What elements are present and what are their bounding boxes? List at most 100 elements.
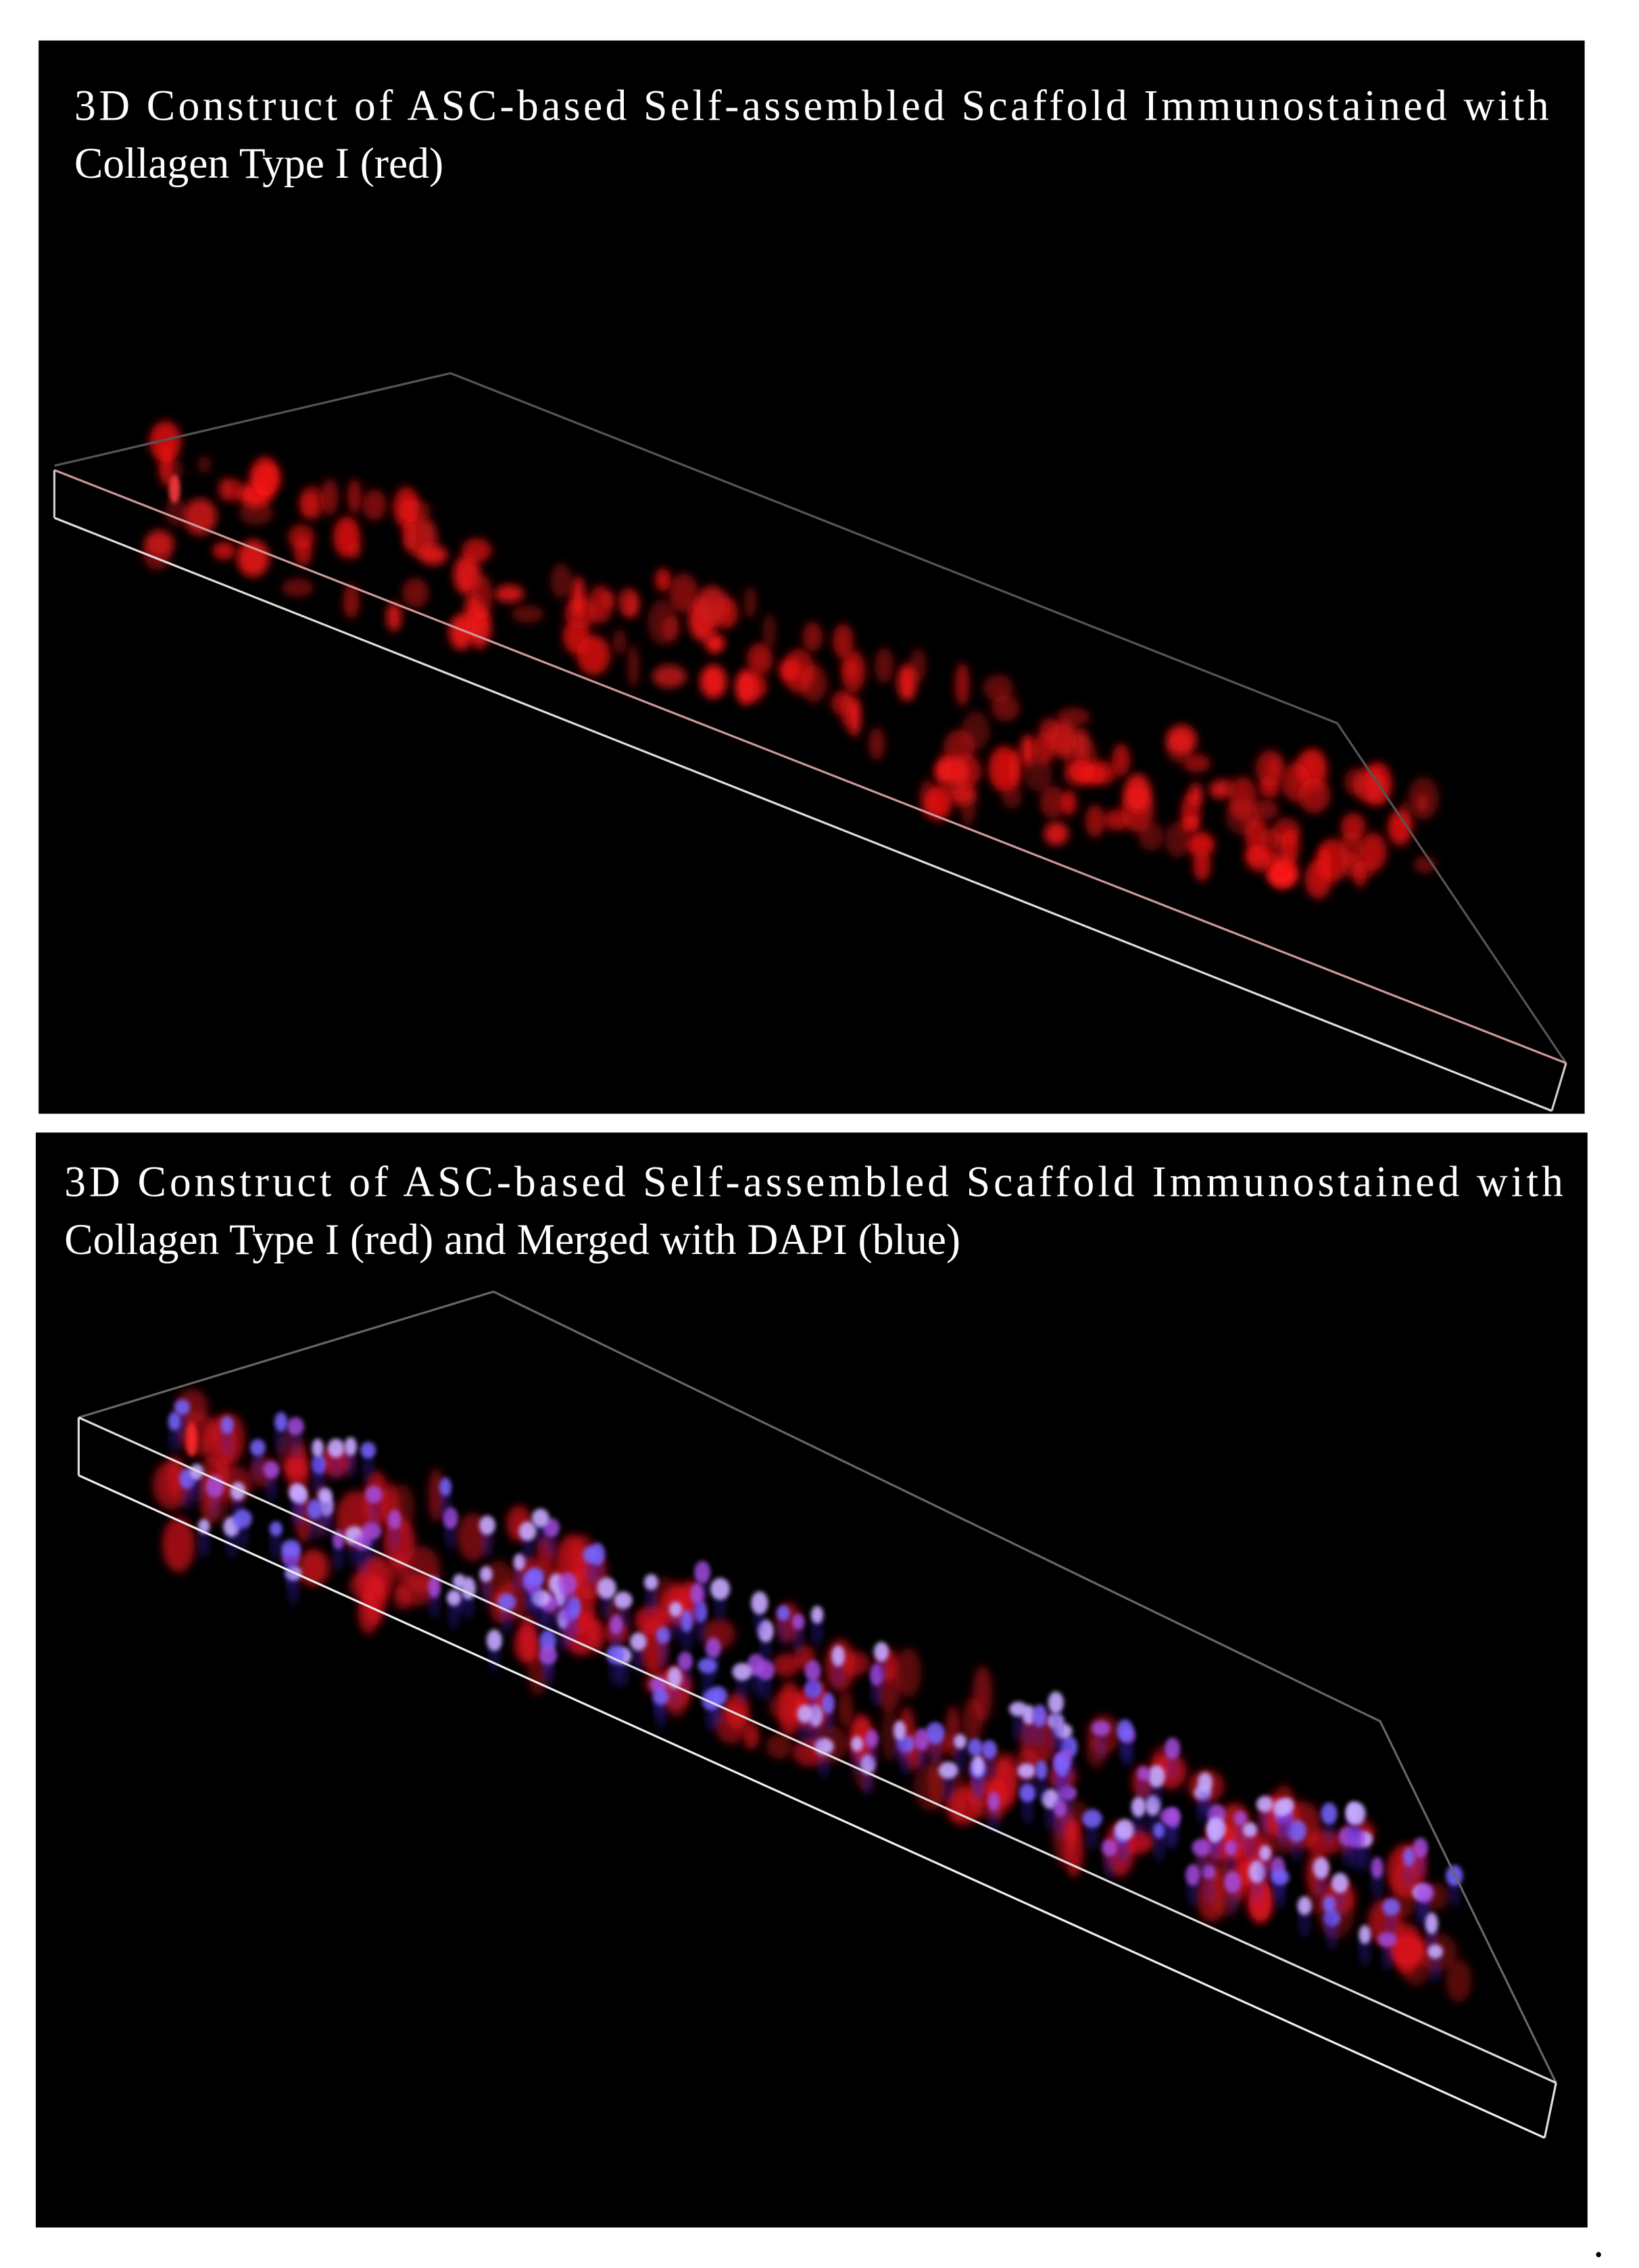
- stain-spot: [1193, 849, 1211, 882]
- stain-spot: [668, 1601, 683, 1617]
- stain-spot: [419, 545, 448, 565]
- stain-spot: [393, 1585, 412, 1610]
- stain-spot: [1082, 1809, 1102, 1828]
- stain-spot: [447, 1589, 462, 1606]
- stain-spot: [327, 1439, 345, 1458]
- stain-spot: [1353, 765, 1384, 801]
- stain-spot: [680, 1610, 693, 1633]
- stain-spot: [531, 1508, 549, 1528]
- stain-spot: [251, 456, 278, 498]
- stain-spot: [1415, 1883, 1434, 1903]
- stain-spot: [1298, 777, 1331, 814]
- stain-spot: [1039, 785, 1066, 819]
- stain-spot: [1055, 1754, 1069, 1777]
- stain-spot: [983, 674, 1014, 702]
- stain-spot: [766, 1733, 792, 1760]
- stain-spot: [577, 635, 610, 676]
- stain-spot: [652, 665, 687, 688]
- stain-spot: [449, 614, 474, 650]
- box-back-edge: [54, 372, 1567, 1064]
- caption-line: 3D Construct of ASC-based Self-assembled…: [64, 1157, 1563, 1205]
- stain-spot: [300, 1550, 326, 1585]
- stain-spot: [1153, 1822, 1165, 1839]
- stain-spot: [710, 1578, 731, 1600]
- stain-spot: [630, 1632, 647, 1651]
- stain-layer-1: [143, 420, 1440, 899]
- stain-spot: [1075, 727, 1089, 765]
- box-front-bottom: [78, 1474, 1545, 2139]
- stain-spot: [1403, 1847, 1415, 1867]
- stain-spot: [1313, 1857, 1329, 1879]
- caption-line: Collagen Type I (red) and Merged with DA…: [64, 1215, 960, 1263]
- stain-spot: [1023, 758, 1053, 792]
- stain-spot: [1321, 1802, 1338, 1825]
- stain-spot: [1225, 798, 1259, 836]
- stain-spot: [1008, 748, 1021, 790]
- stain-spot: [571, 576, 585, 618]
- stain-spot: [1115, 1819, 1135, 1840]
- stain-spot: [347, 541, 362, 560]
- box-outline-2: [77, 1290, 1557, 2139]
- stain-spot: [1017, 1763, 1036, 1779]
- stain-spot: [1208, 1820, 1221, 1843]
- box-side: [1550, 1063, 1567, 1111]
- stain-spot: [972, 1755, 984, 1777]
- stain-spot: [804, 1660, 821, 1682]
- stain-spot: [1287, 1819, 1307, 1842]
- stain-spot: [762, 613, 777, 649]
- stain-spot: [873, 1641, 889, 1662]
- stain-spot: [583, 1546, 598, 1564]
- stain-spot: [1323, 1895, 1336, 1913]
- stain-spot: [212, 541, 236, 560]
- stain-spot: [690, 1583, 704, 1604]
- stain-spot: [962, 1697, 983, 1744]
- stain-spot: [987, 1791, 1000, 1812]
- stain-spot: [1371, 1856, 1384, 1879]
- stain-spot: [810, 1606, 824, 1624]
- stain-spot: [1425, 1912, 1438, 1935]
- stain-spot: [348, 1572, 385, 1600]
- stain-spot: [893, 1720, 906, 1741]
- box-front-top: [78, 1416, 1557, 2084]
- stain-spot: [513, 1626, 539, 1664]
- stain-spot: [800, 664, 827, 703]
- box-front-top: [53, 468, 1567, 1065]
- box-back-edge: [78, 1290, 1557, 2083]
- box-side: [1543, 2082, 1557, 2138]
- stain-spot: [1297, 1896, 1312, 1916]
- stain-spot: [164, 497, 187, 526]
- stain-spot: [1022, 1705, 1036, 1725]
- stain-spot: [149, 420, 182, 462]
- caption-line: 3D Construct of ASC-based Self-assembled…: [74, 81, 1549, 129]
- stain-spot: [301, 492, 318, 517]
- stain-spot: [841, 650, 866, 693]
- stain-spot: [802, 621, 823, 652]
- stain-spot: [1252, 799, 1279, 820]
- stain-spot: [1048, 1691, 1064, 1714]
- stain-spot: [312, 1439, 324, 1457]
- stain-spot: [1053, 1798, 1067, 1818]
- stain-spot: [1091, 1720, 1111, 1737]
- stain-spot: [1102, 1839, 1118, 1856]
- stain-spot: [287, 1417, 305, 1436]
- stain-spot: [937, 754, 952, 781]
- stain-spot: [655, 568, 671, 592]
- panel-1: [39, 40, 1585, 1114]
- stain-spot: [539, 1645, 558, 1665]
- stain-spot: [924, 786, 952, 821]
- stain-spot: [168, 1412, 181, 1431]
- stain-spot: [1124, 773, 1151, 813]
- stain-spot: [344, 1437, 357, 1456]
- stain-spot: [1039, 717, 1060, 741]
- stain-spot: [1256, 1795, 1273, 1812]
- stain-spot: [925, 1722, 945, 1745]
- stain-spot: [732, 1662, 752, 1681]
- stain-spot: [1190, 782, 1202, 807]
- stain-spot: [1060, 790, 1077, 816]
- stain-spot: [851, 1736, 863, 1752]
- stain-spot: [386, 602, 402, 632]
- stain-spot: [1359, 1925, 1371, 1944]
- stain-spot: [613, 628, 627, 655]
- stain-spot: [588, 1618, 605, 1654]
- stain-spot: [837, 1690, 854, 1728]
